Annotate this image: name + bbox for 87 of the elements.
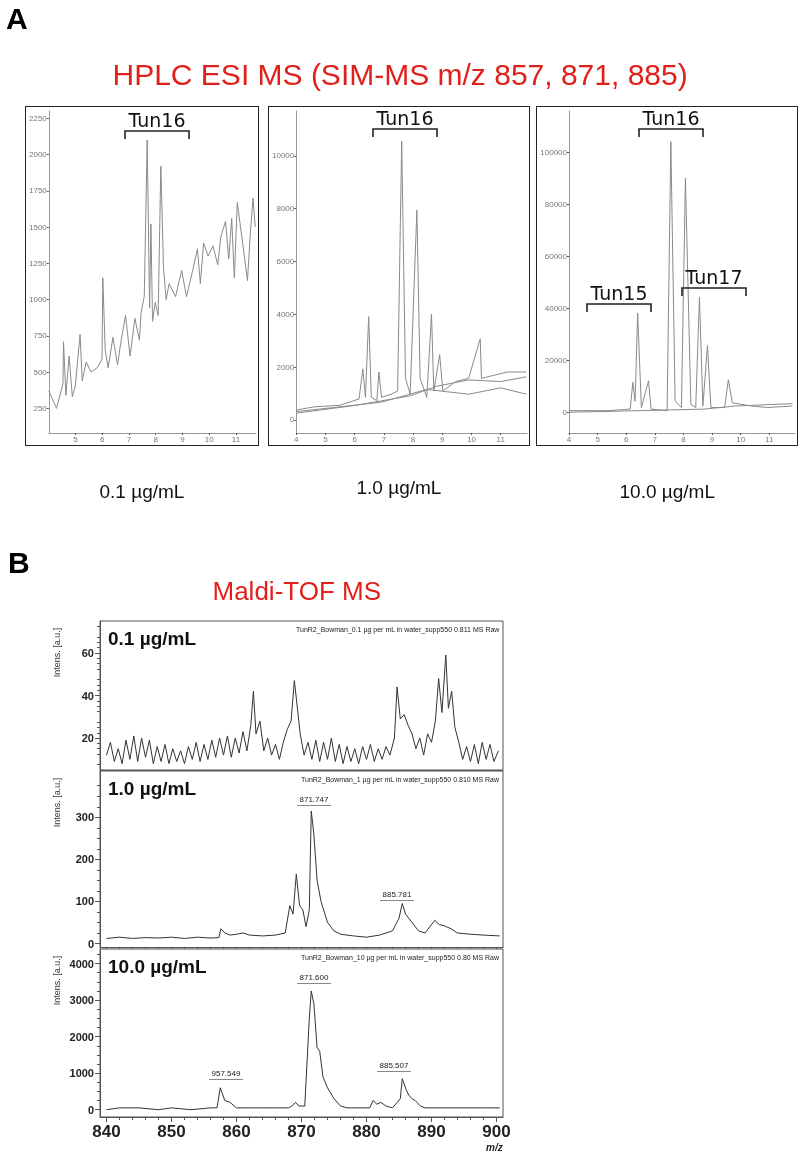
y-tick-label: 1000 — [69, 1067, 94, 1080]
x-tick-label: 5 — [595, 434, 601, 444]
chart-subtitle: 1.0 µg/mL — [108, 778, 197, 799]
annotation: Tun15 — [590, 282, 648, 304]
x-tick-label: 6 — [352, 434, 358, 444]
text: A — [6, 2, 28, 35]
y-tick-label: 10000 — [272, 151, 295, 161]
x-tick-label: 5 — [323, 434, 329, 444]
y-tick-label: 0 — [87, 937, 94, 950]
annotation: 885.781 — [379, 890, 415, 901]
x-tick-label: 11 — [231, 434, 241, 444]
annotation: 871.747 — [296, 795, 332, 806]
y-tick-label: 1750 — [29, 186, 48, 196]
y-tick-label: 40000 — [544, 303, 568, 313]
y-tick-label: 20000 — [544, 355, 568, 365]
x-tick-label: 8 — [681, 434, 687, 444]
y-tick-label: 3000 — [69, 994, 94, 1007]
x-axis-title: 0.1 µg/mL — [99, 481, 185, 502]
y-tick-label: 4000 — [69, 957, 94, 970]
y-tick-label: 6000 — [276, 256, 295, 266]
x-tick-label: 6 — [100, 434, 106, 444]
x-tick-label: 8 — [410, 434, 416, 444]
y-tick-label: 20 — [81, 732, 94, 745]
y-tick-label: 300 — [75, 811, 94, 824]
x-axis-title: m/z — [486, 1142, 503, 1153]
y-tick-label: 500 — [33, 367, 48, 377]
annotation: 957.549 — [208, 1069, 244, 1080]
x-tick-label: 7 — [652, 434, 658, 444]
x-tick-label: 10 — [736, 434, 746, 444]
y-tick-label: 60000 — [544, 251, 568, 261]
text: HPLC ESI MS (SIM-MS m/z 857, 871, 885) — [112, 58, 688, 91]
y-tick-label: 2000 — [69, 1030, 94, 1043]
y-tick-label: 0 — [87, 1103, 94, 1116]
x-tick-label: 7 — [126, 434, 132, 444]
y-tick-label: 8000 — [276, 204, 295, 214]
y-tick-label: 100000 — [540, 148, 568, 158]
x-tick-label: 4 — [294, 434, 300, 444]
x-axis-title: 10.0 µg/mL — [619, 481, 715, 502]
chart-subtitle: 10.0 µg/mL — [108, 956, 207, 977]
y-tick-label: 0 — [289, 415, 295, 425]
y-tick-label: 1000 — [29, 295, 48, 305]
x-tick-label: 880 — [352, 1122, 381, 1141]
x-tick-label: 850 — [157, 1122, 186, 1141]
y-axis-title: Intens. [a.u.] — [51, 777, 62, 827]
x-tick-label: 870 — [287, 1122, 316, 1141]
chart-subtitle: 0.1 µg/mL — [108, 628, 197, 649]
y-tick-label: 200 — [75, 853, 94, 866]
x-tick-label: 7 — [381, 434, 387, 444]
chart-title: Maldi-TOF MS — [212, 576, 382, 606]
y-tick-label: 2000 — [276, 362, 295, 372]
x-tick-label: 8 — [153, 434, 159, 444]
annotation: Tun16 — [376, 107, 434, 129]
x-tick-label: 10 — [467, 434, 477, 444]
y-tick-label: 100 — [75, 895, 94, 908]
x-tick-label: 900 — [482, 1122, 511, 1141]
x-tick-label: 9 — [709, 434, 715, 444]
annotation: Tun16 — [642, 107, 700, 129]
y-tick-label: 2000 — [29, 150, 48, 160]
x-tick-label: 10 — [204, 434, 215, 444]
x-tick-label: 6 — [623, 434, 629, 444]
y-tick-label: 2250 — [29, 113, 48, 123]
annotation: 871.600 — [296, 973, 332, 984]
x-tick-label: 860 — [222, 1122, 251, 1141]
annotation: Tun17 — [685, 266, 743, 288]
y-tick-label: 750 — [33, 331, 48, 341]
x-axis-title: 1.0 µg/mL — [356, 477, 442, 498]
y-tick-label: 40 — [81, 689, 94, 702]
y-tick-label: 4000 — [276, 309, 295, 319]
y-tick-label: 0 — [562, 407, 568, 417]
y-tick-label: 1500 — [29, 222, 48, 232]
y-tick-label: 250 — [33, 403, 48, 413]
x-tick-label: 9 — [180, 434, 186, 444]
y-axis-title: Intens. [a.u.] — [51, 627, 62, 677]
x-tick-label: 4 — [566, 434, 572, 444]
x-tick-label: 11 — [496, 434, 506, 444]
x-tick-label: 11 — [765, 434, 774, 444]
x-tick-label: 5 — [73, 434, 79, 444]
x-tick-label: 890 — [417, 1122, 446, 1141]
annotation: Tun16 — [128, 109, 186, 131]
y-tick-label: 80000 — [544, 199, 568, 209]
x-tick-label: 840 — [92, 1122, 121, 1141]
y-axis-title: Intens. [a.u.] — [51, 955, 62, 1005]
y-tick-label: 1250 — [29, 258, 48, 268]
x-tick-label: 9 — [440, 434, 446, 444]
text: B — [8, 546, 30, 579]
annotation: 885.507 — [376, 1061, 412, 1072]
y-tick-label: 60 — [81, 646, 94, 659]
